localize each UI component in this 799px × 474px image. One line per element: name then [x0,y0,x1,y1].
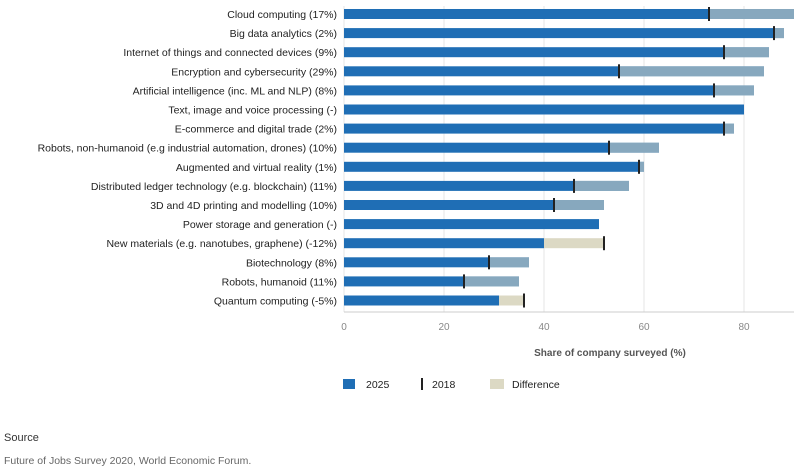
category-label: Internet of things and connected devices… [123,47,337,59]
difference-bar [619,66,764,77]
marker-2018 [723,45,725,60]
marker-2018 [773,26,775,41]
bar-2025 [344,66,764,77]
difference-bar [639,161,644,172]
difference-bar [714,85,754,96]
difference-bar [609,142,659,153]
marker-2018 [713,83,715,98]
category-label: Robots, non-humanoid (e.g industrial aut… [38,143,337,155]
x-tick-label: 60 [638,322,650,333]
marker-2018 [638,159,640,174]
marker-2018 [708,7,710,21]
category-label: Robots, humanoid (11%) [222,276,337,288]
x-tick-label: 40 [538,322,550,333]
category-label: Encryption and cybersecurity (29%) [171,66,337,78]
difference-bar [774,28,784,39]
legend-label-difference: Difference [512,379,560,391]
difference-bar [489,257,529,268]
source-text: Future of Jobs Survey 2020, World Econom… [4,455,252,467]
difference-bar [554,200,604,210]
bar-2025 [344,257,529,268]
bar-2025 [344,238,544,249]
difference-bar [724,123,734,134]
marker-2018 [618,64,620,79]
source-label: Source [4,432,39,444]
bar-2025 [344,28,784,39]
category-label: Artificial intelligence (inc. ML and NLP… [133,85,337,97]
marker-2018 [488,255,490,270]
bar-2025 [344,104,744,115]
legend-swatch-difference [490,379,504,389]
legend-swatch-2025 [343,379,355,389]
x-axis-title: Share of company surveyed (%) [534,348,686,359]
difference-bar [574,180,629,191]
category-label: Quantum computing (-5%) [214,296,337,308]
bar-2025 [344,85,754,96]
difference-bar [544,238,604,249]
legend-label-2025: 2025 [366,379,390,391]
x-tick-label: 0 [341,322,347,333]
bar-2025 [344,142,659,153]
x-tick-label: 20 [438,322,450,333]
legend-swatch-2018 [421,378,423,390]
marker-2018 [603,236,605,251]
bar-2025 [344,295,499,306]
category-label: Biotechnology (8%) [246,257,337,269]
category-label: Power storage and generation (-) [183,219,337,231]
marker-2018 [573,178,575,193]
bar-2025 [344,123,734,134]
difference-bar [709,9,794,19]
category-label: New materials (e.g. nanotubes, graphene)… [106,238,337,250]
bar-2025 [344,161,644,172]
bar-2025 [344,47,769,58]
category-label: Augmented and virtual reality (1%) [176,162,337,174]
category-label: Text, image and voice processing (-) [168,105,337,117]
marker-2018 [463,274,465,289]
category-label: E-commerce and digital trade (2%) [175,124,337,136]
marker-2018 [523,293,525,308]
x-tick-label: 80 [738,322,750,333]
difference-bar [499,295,524,306]
category-label: Distributed ledger technology (e.g. bloc… [91,181,337,193]
difference-bar [724,47,769,58]
bar-2025 [344,219,599,230]
marker-2018 [553,198,555,212]
category-label: Big data analytics (2%) [230,28,337,40]
bar-2025 [344,9,794,19]
bar-2025 [344,276,519,287]
category-label: 3D and 4D printing and modelling (10%) [150,200,337,212]
legend-label-2018: 2018 [432,379,456,391]
category-label: Cloud computing (17%) [227,9,337,21]
marker-2018 [723,121,725,136]
bar-2025 [344,180,629,191]
bar-2025 [344,200,604,210]
difference-bar [464,276,519,287]
marker-2018 [608,140,610,155]
